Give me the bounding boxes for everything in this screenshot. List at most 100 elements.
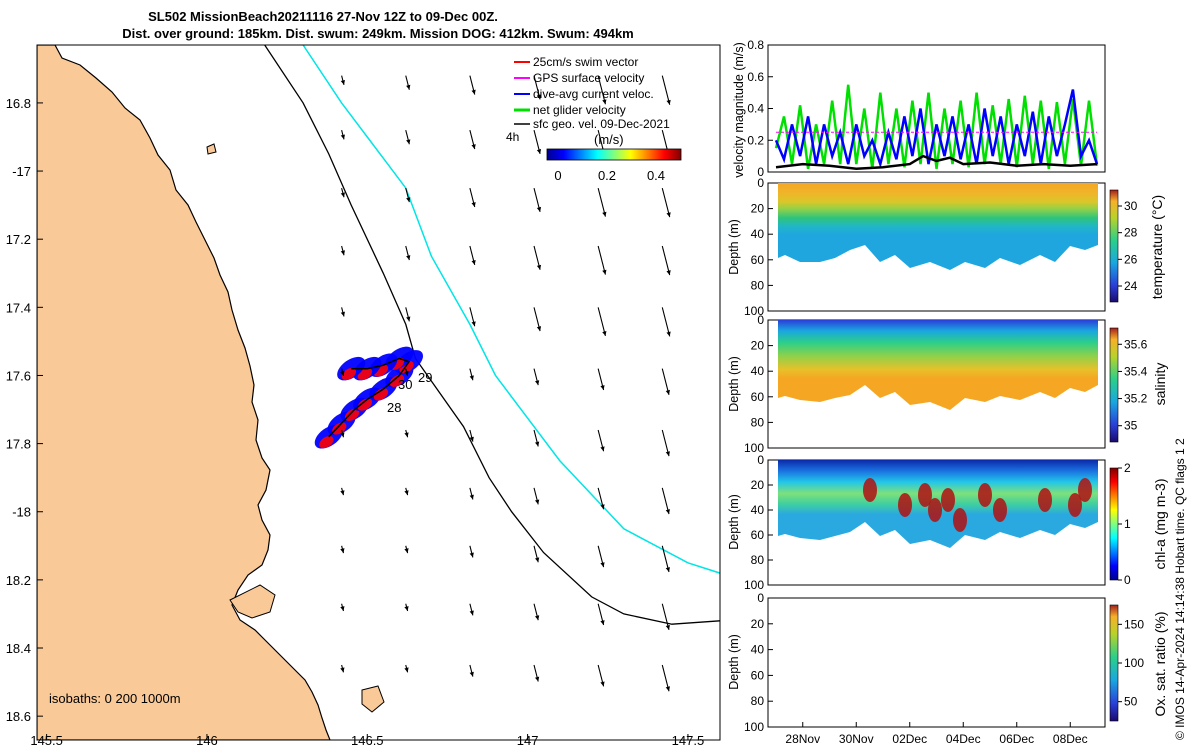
time-tick-label: 02Dec — [892, 732, 927, 746]
chl-hotspots — [863, 478, 1092, 532]
map-ytick-label: 17.8 — [6, 437, 31, 452]
sfc-geo-arrowhead — [471, 321, 476, 327]
day-label-29: 29 — [418, 370, 432, 385]
depth-tick-label: 80 — [751, 415, 765, 429]
speed-colorbar — [546, 148, 682, 161]
map-panel: 145.5 146 146.5 147 147.5 16.8 -17 17.2 17.4 17.6… — [6, 44, 721, 748]
legend-dive: dive-avg current veloc. — [533, 87, 654, 101]
chl-ylabel: Depth (m) — [727, 494, 741, 550]
map-xtick-label: 146 — [196, 733, 218, 748]
colorbar-tick-label: 2 — [1124, 461, 1131, 475]
sfc-geo-arrowhead — [340, 134, 345, 140]
isobath-200m — [264, 45, 720, 625]
colorbar-tick-label: 1 — [1124, 517, 1131, 531]
temperature-ylabel: Depth (m) — [727, 219, 741, 275]
depth-tick-label: 80 — [751, 278, 765, 292]
sfc-geo-arrowhead — [469, 671, 474, 677]
temperature-field — [778, 183, 1098, 270]
depth-tick-label: 0 — [757, 176, 764, 190]
depth-tick-label: 40 — [751, 503, 765, 517]
depth-tick-label: 100 — [744, 304, 764, 318]
sfc-geo-arrow — [661, 75, 671, 105]
velocity-ytick-label: 0.6 — [747, 70, 764, 84]
oxygen-panel — [767, 597, 1106, 728]
sfc-geo-arrowhead — [340, 432, 345, 438]
sfc-geo-arrowhead — [471, 202, 476, 207]
sfc-geo-arrowhead — [665, 567, 670, 572]
velocity-series-1 — [774, 89, 1099, 169]
title-line2: Dist. over ground: 185km. Dist. swum: 24… — [122, 26, 634, 41]
velocity-panel: 0 0.2 0.4 0.6 0.8 velocity magnitude (m/s) — [732, 38, 1106, 179]
salinity-panel — [767, 319, 1106, 449]
sfc-geo-arrowhead — [602, 99, 607, 105]
sfc-geo-arrowhead — [404, 548, 409, 554]
time-tick-label: 04Dec — [946, 732, 981, 746]
swim-vector-cluster — [344, 408, 360, 422]
island — [206, 143, 217, 155]
temperature-panel — [767, 182, 1106, 312]
depth-tick-label: 60 — [751, 528, 765, 542]
sfc-geo-arrowhead — [666, 99, 671, 105]
map-xtick-label: 146.5 — [351, 733, 384, 748]
map-ytick-label: 17.4 — [6, 300, 31, 315]
sfc-geo-arrowhead — [602, 331, 607, 336]
sfc-geo-arrowhead — [404, 432, 409, 438]
velocity-ticks: 0 0.2 0.4 0.6 0.8 — [747, 38, 773, 179]
sfc-geo-arrowhead — [666, 212, 671, 218]
depth-tick-label: 60 — [751, 668, 765, 682]
depth-tick-label: 40 — [751, 643, 765, 657]
speed-tick-2: 0.4 — [647, 168, 665, 183]
sfc-geo-arrowhead — [535, 615, 540, 621]
sfc-geo-arrowhead — [666, 270, 671, 276]
sfc-geo-arrow — [597, 187, 606, 217]
sfc-geo-arrowhead — [406, 84, 411, 90]
velocity-series-0 — [774, 84, 1099, 170]
sfc-geo-arrowhead — [340, 250, 345, 256]
sfc-geo-vectors — [340, 75, 671, 692]
depth-tick-label: 0 — [757, 591, 764, 605]
depth-tick-label: 100 — [744, 578, 764, 592]
depth-tick-label: 40 — [751, 364, 765, 378]
time-tick-label: 28Nov — [785, 732, 820, 746]
depth-tick-label: 100 — [744, 720, 764, 734]
sfc-geo-arrowhead — [665, 624, 670, 630]
map-xtick-label: 147.5 — [672, 733, 705, 748]
depth-tick-label: 80 — [751, 694, 765, 708]
sfc-geo-arrowhead — [404, 667, 409, 673]
chl-hotspot — [918, 483, 932, 507]
sfc-geo-arrowhead — [536, 94, 542, 100]
map-frame — [36, 44, 721, 741]
chl-hotspot — [941, 488, 955, 512]
chl-colorbar — [1109, 467, 1119, 581]
legend-net: net glider velocity — [533, 103, 626, 117]
time-tick-label: 06Dec — [999, 732, 1034, 746]
salinity-ylabel: Depth (m) — [727, 356, 741, 412]
depth-tick-label: 20 — [751, 478, 765, 492]
map-ytick-label: -18 — [12, 505, 31, 520]
sfc-geo-arrowhead — [471, 259, 476, 265]
legend-sfc: sfc geo. vel. 09-Dec-2021 — [533, 117, 670, 131]
chl-hotspot — [928, 498, 942, 522]
speed-scale-label: (m/s) — [594, 132, 624, 147]
sfc-geo-arrowhead — [340, 606, 345, 611]
sfc-geo-arrowhead — [600, 446, 605, 452]
oxygen-colorbar — [1109, 604, 1119, 722]
sfc-geo-arrowhead — [340, 192, 345, 198]
sfc-geo-arrowhead — [469, 494, 474, 500]
oxygen-ylabel: Depth (m) — [727, 634, 741, 690]
colorbar-tick-label: 35.4 — [1124, 364, 1148, 378]
legend-hours: 4h — [506, 130, 519, 144]
sfc-geo-arrowhead — [406, 139, 411, 145]
swim-vector-cluster — [373, 388, 389, 401]
sfc-geo-arrow — [661, 245, 671, 276]
temperature-colorbar — [1109, 189, 1119, 303]
salinity-field — [778, 320, 1098, 410]
time-tick-label: 08Dec — [1053, 732, 1088, 746]
map-xtick-label: 147 — [517, 733, 539, 748]
swim-vector-cluster — [332, 422, 347, 435]
sfc-geo-arrowhead — [404, 606, 409, 611]
sfc-geo-arrowhead — [536, 206, 542, 212]
map-data-layers — [264, 45, 720, 692]
sfc-geo-arrowhead — [535, 676, 540, 682]
imos-credit: © IMOS 14-Apr-2024 14:14:38 Hobart time.… — [1173, 438, 1187, 740]
